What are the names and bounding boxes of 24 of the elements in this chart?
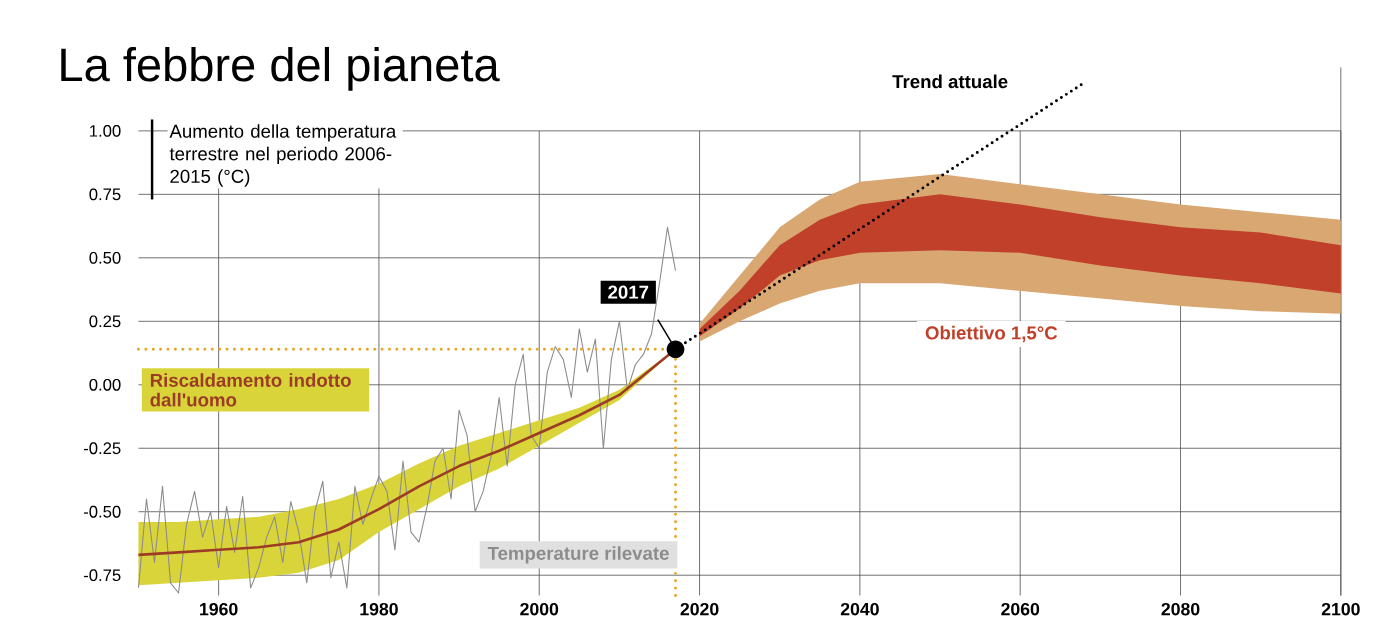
line-series [137,226,677,594]
text: Riscaldamento indotto dall'uomo [150,373,351,407]
x-tick-label: 2100 [1321,602,1360,616]
x-tick-label: 2080 [1161,602,1200,616]
series-label: Temperature rilevate [487,546,669,564]
legend-label: Obiettivo 1,5°C [925,325,1058,343]
x-tick-label: 2000 [520,602,559,616]
annotation: 2017 [608,285,649,299]
y-tick-label: 0.75 [89,188,121,201]
y-axis-title: Aumento della temperatura terrestre nel periodo 2006-2015 (°C) [169,124,397,187]
x-tick-label: 2020 [680,602,719,616]
y-tick-label: -0.50 [83,505,121,518]
y-tick-label: 0.25 [89,315,121,328]
y-tick-label: -0.25 [83,442,121,455]
chart-title: La febbre del pianeta [61,47,500,91]
y-tick-label: 1.00 [90,125,121,137]
y-tick-label: 0.00 [89,378,121,391]
text: Trend attuale [892,74,1008,89]
x-tick-label: 1980 [360,602,398,616]
x-tick-label: 2060 [1001,602,1040,616]
x-tick-label: 1960 [200,602,238,616]
y-tick-label: -0.75 [83,569,121,582]
x-tick-label: 2040 [840,602,879,616]
y-tick-label: 0.50 [89,251,121,264]
